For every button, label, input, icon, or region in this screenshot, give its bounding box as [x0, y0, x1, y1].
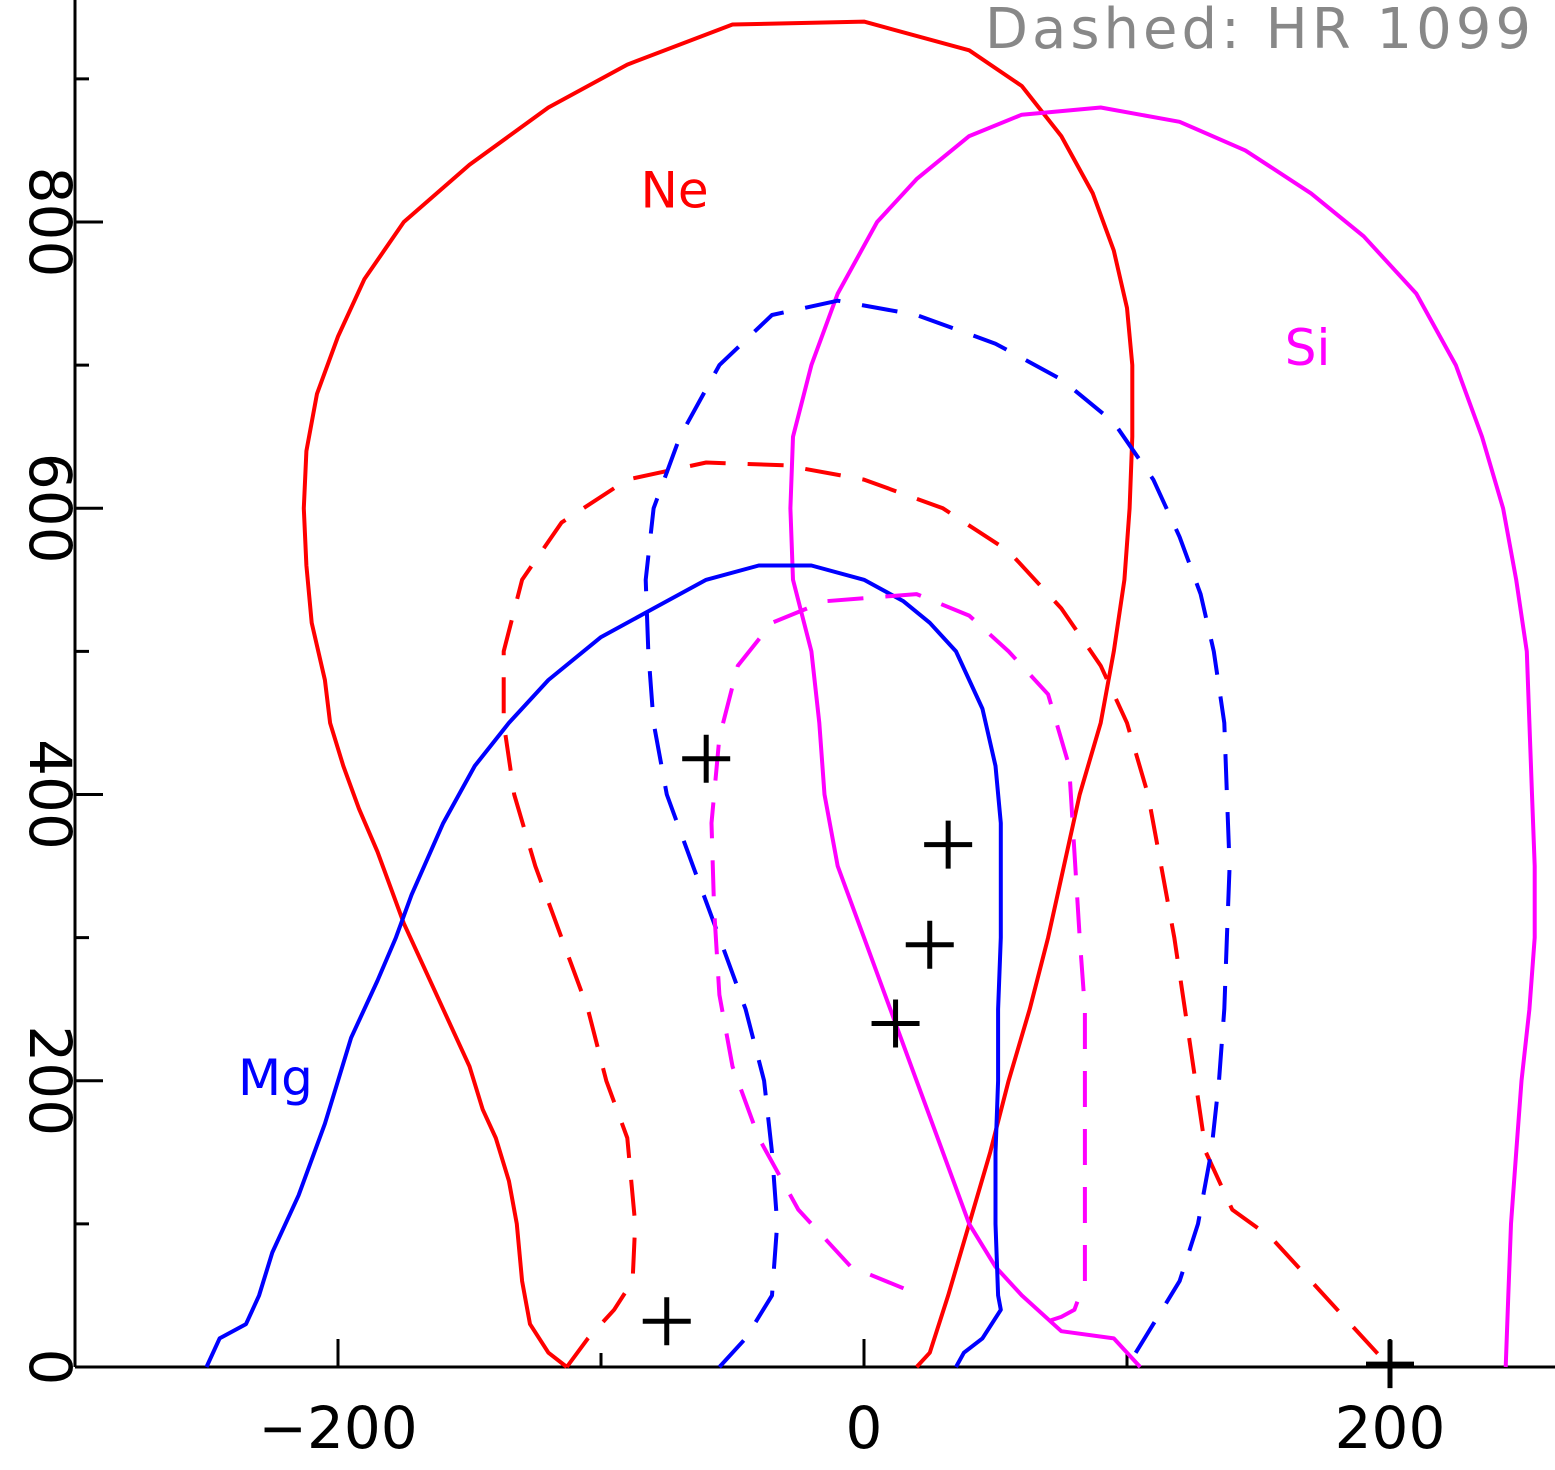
series-label: Mg	[238, 1049, 313, 1107]
tick-labels: −200 0 200 0 200 400 600 800	[16, 167, 1445, 1462]
y-tick-label: 800	[16, 167, 84, 278]
series-line-4	[501, 460, 1392, 1369]
series-line-1	[301, 19, 1135, 1369]
y-tick-label: 0	[16, 1349, 84, 1386]
series-label: Ne	[640, 162, 708, 220]
axes	[73, 0, 1555, 1369]
series-line-3	[204, 563, 1003, 1368]
plus-marker	[642, 1297, 691, 1346]
series-group	[204, 19, 1537, 1369]
y-tick-label: 400	[16, 739, 84, 850]
plus-marker	[905, 920, 954, 969]
markers-group	[642, 734, 1414, 1389]
plus-marker	[871, 999, 920, 1048]
series-line-6	[709, 592, 1087, 1324]
y-tick-label: 200	[16, 1025, 84, 1136]
y-tick-label: 600	[16, 453, 84, 564]
labels-group: Ne Si Mg	[238, 162, 1330, 1107]
plus-marker	[1366, 1340, 1414, 1389]
x-tick-label: −200	[258, 1394, 417, 1462]
plus-marker	[682, 734, 731, 783]
series-label: Si	[1285, 319, 1331, 377]
ticks	[73, 77, 1392, 1369]
series-line-2	[788, 105, 1537, 1369]
legend-note: Dashed: HR 1099	[985, 0, 1535, 62]
series-line-5	[643, 298, 1232, 1369]
plus-marker	[924, 820, 973, 869]
x-tick-label: 0	[846, 1394, 883, 1462]
x-tick-label: 200	[1335, 1394, 1446, 1462]
